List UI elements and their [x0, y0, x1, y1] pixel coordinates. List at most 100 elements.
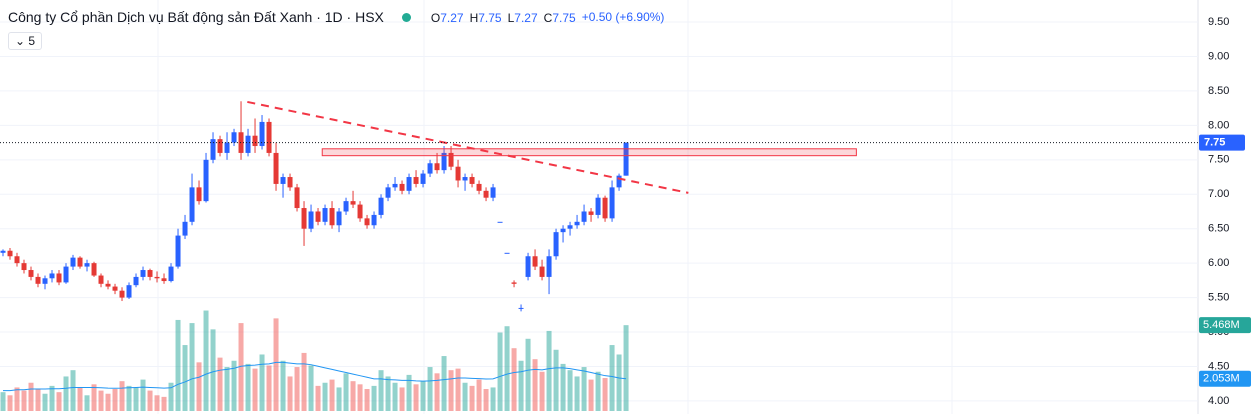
volume-bar: [434, 373, 440, 411]
candle-body: [602, 197, 608, 219]
legend-header: Công ty Cổ phần Dịch vụ Bất động sản Đất…: [8, 9, 664, 25]
candle-body: [546, 256, 552, 277]
candle-body: [511, 282, 517, 284]
volume-bar: [63, 376, 69, 411]
volume-bar: [91, 384, 97, 411]
candle-body: [91, 263, 97, 276]
volume-bar: [168, 382, 174, 411]
candle-body: [525, 256, 531, 277]
candle-body: [399, 183, 405, 191]
volume-bar: [392, 382, 398, 411]
candle-body: [588, 211, 594, 215]
candle-body: [329, 208, 335, 226]
volume-bar: [357, 384, 363, 411]
volume-bar: [441, 356, 447, 411]
volume-bar: [126, 385, 132, 411]
candle-body: [490, 187, 496, 198]
volume-bar: [147, 390, 153, 411]
volume-bar: [378, 370, 384, 411]
volume-bar: [420, 381, 426, 411]
candle-body: [553, 232, 559, 257]
candle-body: [308, 211, 314, 229]
volume-tag: [1199, 317, 1251, 334]
volume-bar: [546, 330, 552, 411]
candle-body: [623, 142, 629, 176]
candle-body: [609, 187, 615, 219]
candle-body: [119, 290, 125, 298]
volume-bar: [245, 363, 251, 411]
volume-bar: [385, 376, 391, 411]
candle-body: [0, 250, 6, 253]
candle-body: [567, 225, 573, 229]
volume-bar: [525, 338, 531, 411]
volume-bar: [609, 345, 615, 411]
candle-body: [70, 257, 76, 267]
volume-bar: [77, 387, 83, 411]
candle-body: [238, 132, 244, 153]
candle-body: [182, 221, 188, 236]
volume-ma-line: [3, 361, 627, 392]
candle-body: [140, 270, 146, 277]
y-tick-label: 6.50: [1208, 223, 1229, 235]
candle-body: [273, 152, 279, 184]
volume-bar: [84, 395, 90, 411]
candle-body: [595, 197, 601, 215]
volume-bar: [7, 395, 13, 411]
candle-body: [189, 187, 195, 222]
y-tick-label: 6.00: [1208, 257, 1229, 269]
candle-body: [455, 166, 461, 181]
volume-ma-tag-label: 2.053M: [1203, 373, 1240, 385]
volume-bar: [140, 379, 146, 411]
candle-body: [56, 273, 62, 283]
candle-body: [364, 218, 370, 226]
candle-body: [476, 183, 482, 191]
volume-bar: [196, 362, 202, 411]
volume-bar: [133, 387, 139, 411]
candle-body: [287, 177, 293, 188]
volume-bar: [252, 368, 258, 411]
volume-bar: [105, 393, 111, 411]
volume-bar: [343, 373, 349, 411]
volume-bar: [413, 384, 419, 411]
candle-body: [168, 266, 174, 282]
candle-body: [175, 235, 181, 267]
candle-body: [322, 208, 328, 222]
volume-bar: [161, 396, 167, 411]
candle-body: [77, 257, 83, 267]
indicator-setting: 5: [28, 34, 36, 48]
candle-body: [21, 263, 27, 271]
legend-key: H: [469, 11, 479, 25]
volume-bar: [399, 387, 405, 411]
volume-bar: [553, 349, 559, 411]
candle-body: [497, 221, 503, 223]
candle-body: [133, 276, 139, 286]
volume-bar: [280, 360, 286, 411]
candle-body: [280, 177, 286, 184]
candle-body: [518, 307, 524, 309]
volume-bar: [329, 379, 335, 411]
candle-body: [427, 163, 433, 174]
volume-bar: [224, 367, 230, 411]
y-tick-label: 4.00: [1208, 395, 1229, 407]
candle-body: [63, 266, 69, 283]
candle-body: [616, 175, 622, 188]
volume-bar: [532, 359, 538, 411]
candle-body: [574, 221, 580, 226]
status-dot: [401, 12, 411, 22]
volume-bar: [364, 389, 370, 411]
y-tick-label: 7.50: [1208, 154, 1229, 166]
volume-bar: [301, 352, 307, 411]
candle-body: [28, 270, 34, 277]
volume-bar: [595, 371, 601, 411]
legend-key: L: [507, 11, 515, 25]
candle-body: [14, 256, 20, 264]
candle-body: [434, 163, 440, 171]
volume-bar: [406, 374, 412, 411]
indicator-toggle[interactable]: ⌄ 5: [8, 32, 43, 50]
candle-body: [462, 177, 468, 181]
volume-bar: [448, 370, 454, 411]
volume-bar: [259, 354, 265, 411]
candle-body: [126, 285, 132, 298]
volume-bar: [504, 326, 510, 411]
volume-bar: [371, 385, 377, 411]
